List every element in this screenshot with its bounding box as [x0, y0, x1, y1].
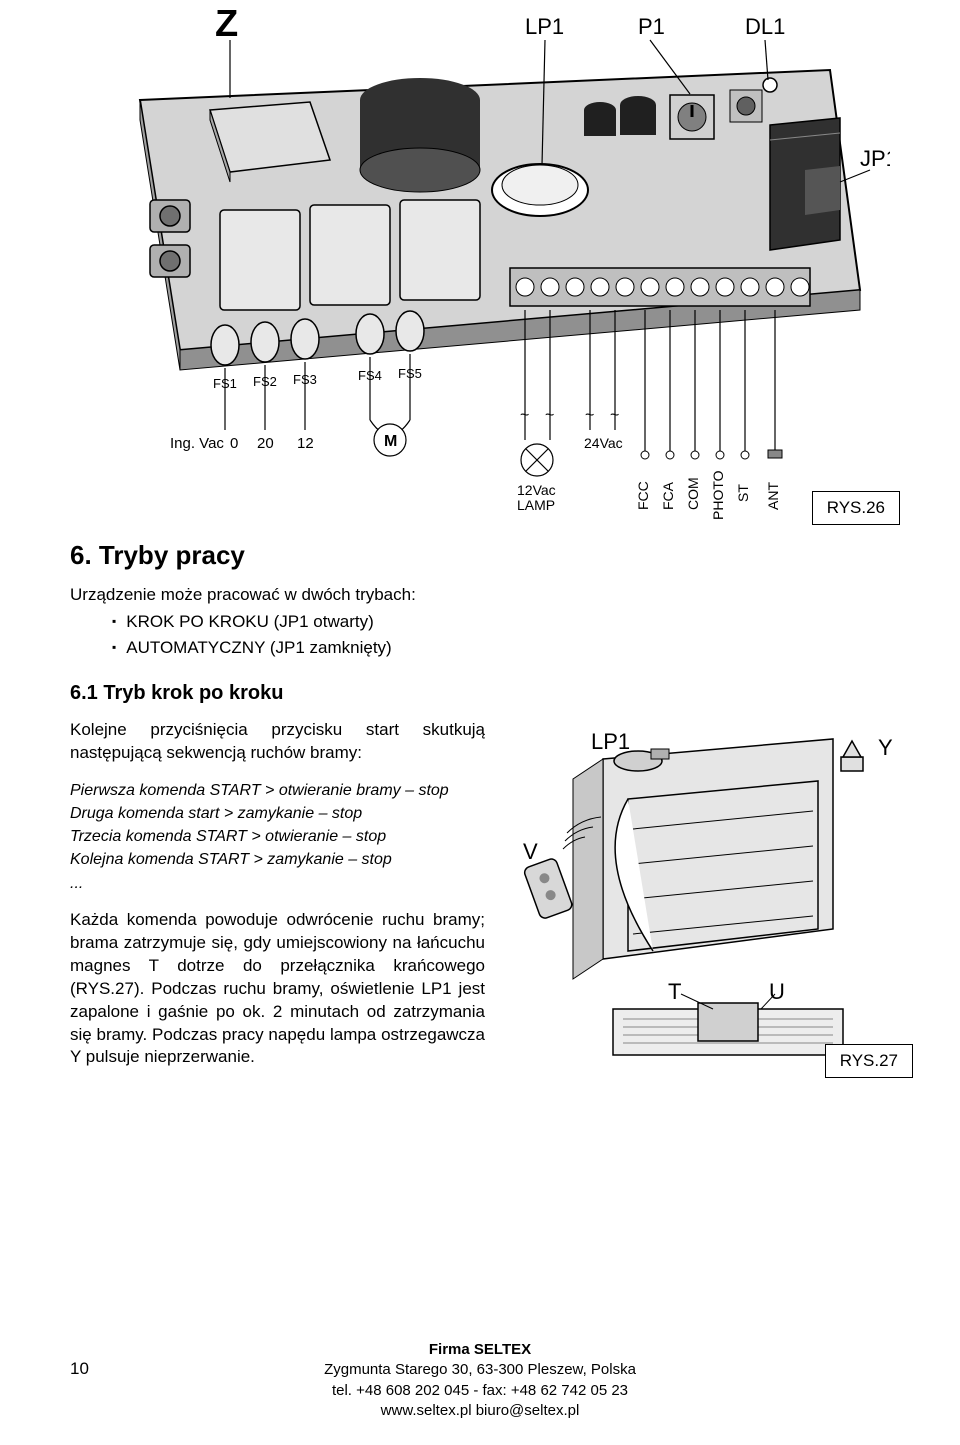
svg-text:~: ~: [585, 407, 594, 424]
mode-list: KROK PO KROKU (JP1 otwarty) AUTOMATYCZNY…: [112, 609, 890, 660]
svg-text:COM: COM: [685, 477, 701, 510]
svg-text:~: ~: [545, 407, 554, 424]
footer-tel: tel. +48 608 202 045 - fax: +48 62 742 0…: [0, 1381, 960, 1401]
svg-text:12Vac: 12Vac: [517, 482, 556, 498]
sub-p2: Każda komenda powoduje odwrócenie ruchu …: [70, 909, 485, 1070]
footer-web: www.seltex.pl biuro@seltex.pl: [0, 1401, 960, 1421]
svg-text:M: M: [384, 433, 397, 450]
svg-text:V: V: [523, 839, 538, 864]
svg-text:~: ~: [610, 407, 619, 424]
svg-text:ST: ST: [735, 484, 751, 502]
svg-text:FCA: FCA: [660, 481, 676, 510]
footer-address: Zygmunta Starego 30, 63-300 Pleszew, Pol…: [0, 1360, 960, 1380]
sequence-block: Pierwsza komenda START > otwieranie bram…: [70, 779, 485, 895]
svg-text:FCC: FCC: [635, 481, 651, 510]
svg-text:0: 0: [230, 435, 238, 452]
label-jp1: JP1: [860, 146, 890, 171]
svg-text:12: 12: [297, 435, 314, 452]
section-intro: Urządzenie może pracować w dwóch trybach…: [70, 585, 890, 605]
list-item: AUTOMATYCZNY (JP1 zamknięty): [112, 635, 890, 661]
svg-text:LAMP: LAMP: [517, 497, 555, 513]
label-p1: P1: [638, 14, 665, 39]
svg-text:FS1: FS1: [213, 376, 237, 391]
svg-text:Y: Y: [878, 735, 893, 760]
list-item: KROK PO KROKU (JP1 otwarty): [112, 609, 890, 635]
svg-text:FS5: FS5: [398, 366, 422, 381]
label-dl1: DL1: [745, 14, 785, 39]
subsection-title: 6.1 Tryb krok po kroku: [70, 682, 890, 705]
svg-text:PHOTO: PHOTO: [710, 470, 726, 520]
page-number: 10: [70, 1358, 89, 1381]
svg-text:LP1: LP1: [591, 729, 630, 754]
label-z: Z: [215, 10, 238, 45]
svg-text:24Vac: 24Vac: [584, 435, 623, 451]
svg-text:~: ~: [520, 407, 529, 424]
svg-text:Ing. Vac: Ing. Vac: [170, 435, 224, 452]
svg-text:U: U: [769, 979, 785, 1004]
svg-text:FS2: FS2: [253, 374, 277, 389]
figure2-caption: RYS.27: [825, 1044, 913, 1078]
sub-p1: Kolejne przyciśnięcia przycisku start sk…: [70, 719, 485, 765]
footer-company: Firma SELTEX: [0, 1340, 960, 1360]
svg-text:T: T: [668, 979, 681, 1004]
svg-text:20: 20: [257, 435, 274, 452]
label-lp1: LP1: [525, 14, 564, 39]
section-title: 6. Tryby pracy: [70, 540, 890, 571]
figure1-caption: RYS.26: [812, 491, 900, 525]
figure-board: Z LP1 P1 DL1 JP1 FS1 FS2 FS3 FS4 FS5 Ing…: [70, 10, 890, 520]
svg-text:FS4: FS4: [358, 368, 382, 383]
figure-garage: LP1 Y V T U RYS.27: [503, 719, 903, 1084]
svg-text:FS3: FS3: [293, 372, 317, 387]
svg-text:ANT: ANT: [765, 482, 781, 510]
page-footer: 10 Firma SELTEX Zygmunta Starego 30, 63-…: [0, 1340, 960, 1421]
